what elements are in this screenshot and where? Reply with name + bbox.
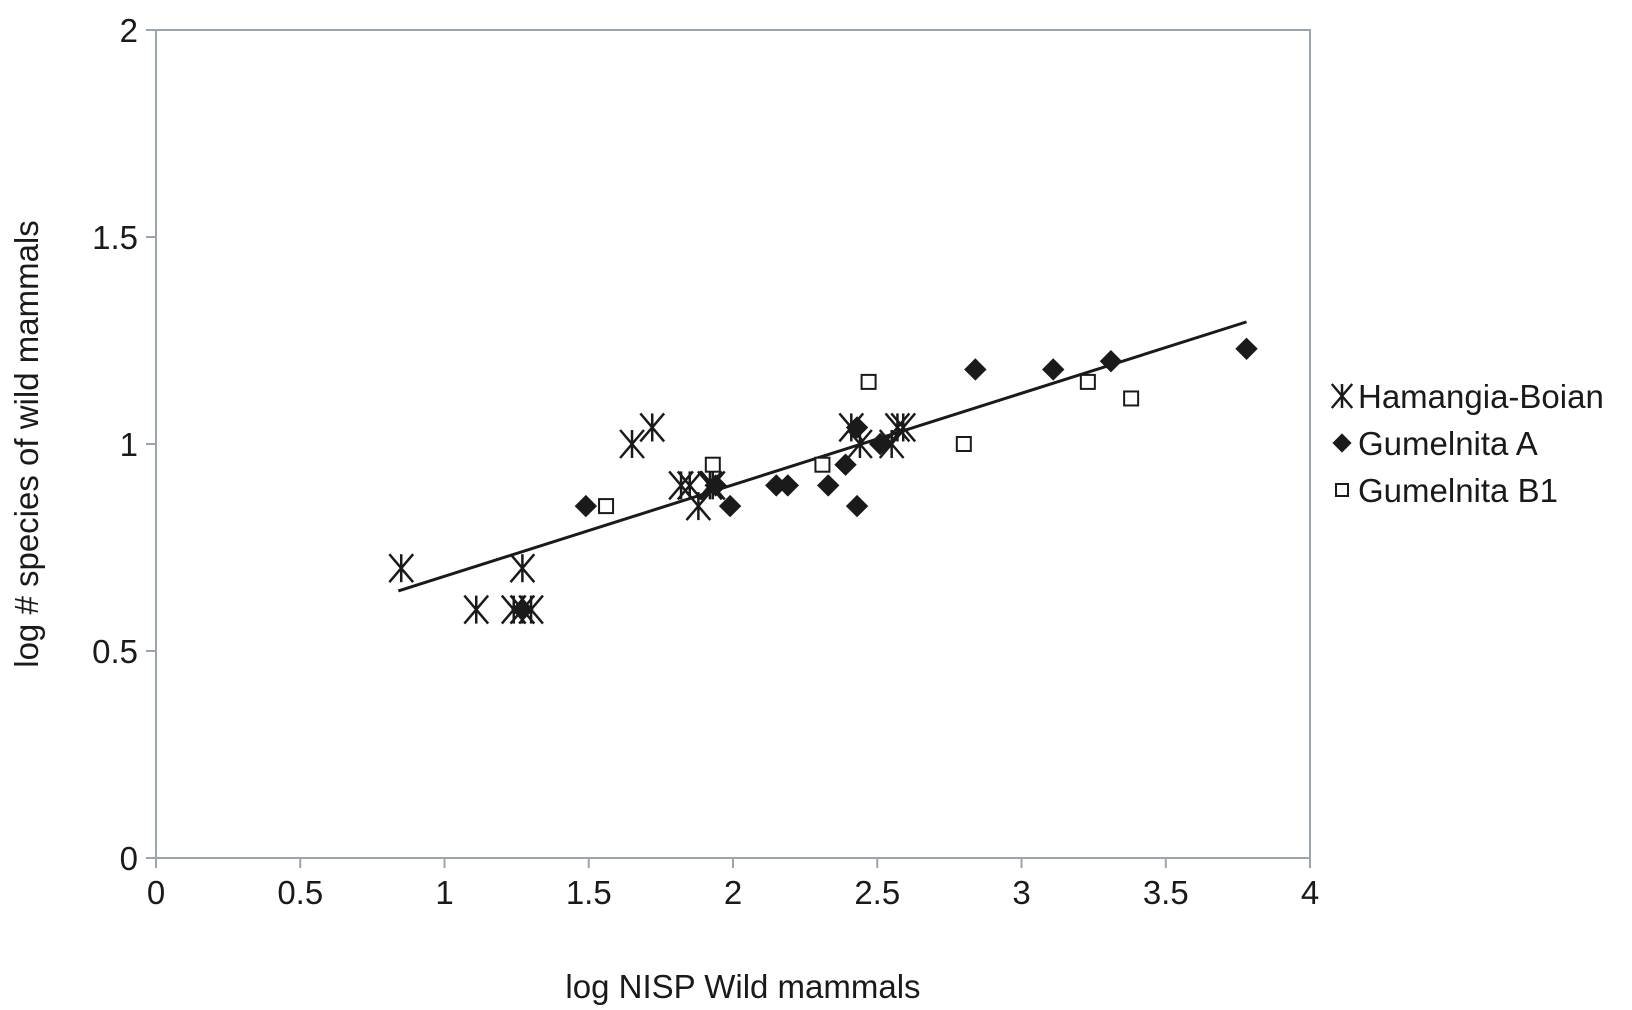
point-hamangia-boian [388, 553, 415, 584]
x-tick-label: 2.5 [854, 874, 900, 911]
data-points [388, 337, 1258, 625]
point-hamangia-boian [463, 594, 490, 625]
x-tick-label: 3.5 [1143, 874, 1189, 911]
point-gumelnita-a [964, 358, 987, 381]
x-tick-label: 0 [147, 874, 165, 911]
legend-marker-hamangia-boian [1330, 383, 1354, 409]
point-gumelnita-a [1099, 350, 1123, 373]
x-tick-label: 3 [1012, 874, 1030, 911]
x-tick-label: 0.5 [277, 874, 323, 911]
x-tick-label: 4 [1301, 874, 1319, 911]
point-gumelnita-a [845, 494, 869, 518]
point-gumelnita-b1 [598, 498, 615, 515]
point-gumelnita-a [845, 416, 869, 439]
point-hamangia-boian [884, 412, 911, 443]
legend-label-gumelnita-b1: Gumelnita B1 [1358, 472, 1558, 509]
point-gumelnita-b1 [1123, 390, 1140, 407]
point-gumelnita-a [718, 494, 742, 518]
point-gumelnita-b1 [955, 436, 972, 452]
point-gumelnita-a [868, 432, 892, 456]
y-axis-title: log # species of wild mammals [8, 220, 45, 668]
point-gumelnita-b1 [860, 373, 877, 390]
legend-marker-gumelnita-a [1332, 433, 1352, 453]
axes: 0 0.5 1 1.5 2 2.5 3 3.5 4 0 0.5 1 1.5 2 [92, 12, 1319, 911]
point-gumelnita-a [776, 474, 800, 497]
point-gumelnita-a [817, 474, 840, 497]
y-tick-label: 0.5 [92, 633, 138, 670]
y-tick-label: 1.5 [92, 219, 138, 256]
point-gumelnita-a [834, 453, 857, 476]
point-gumelnita-a [574, 494, 598, 518]
point-gumelnita-a [765, 474, 788, 497]
point-hamangia-boian [685, 491, 712, 521]
point-hamangia-boian [619, 429, 645, 459]
point-gumelnita-a [704, 474, 727, 497]
trendline-group [397, 320, 1247, 593]
legend: Hamangia-Boian Gumelnita A Gumelnita B1 [1330, 378, 1604, 509]
y-tick-label: 2 [120, 12, 138, 49]
x-axis-title: log NISP Wild mammals [565, 968, 920, 1005]
legend-label-hamangia-boian: Hamangia-Boian [1358, 378, 1604, 415]
y-tick-label: 1 [120, 426, 138, 463]
plot-area [155, 29, 1311, 859]
point-gumelnita-a [1235, 337, 1258, 360]
y-tick-label: 0 [120, 840, 138, 877]
point-gumelnita-b1 [814, 456, 831, 473]
legend-marker-gumelnita-b1 [1335, 483, 1349, 497]
x-tick-label: 2 [724, 874, 742, 911]
x-tick-label: 1.5 [566, 874, 612, 911]
point-gumelnita-b1 [704, 456, 721, 473]
legend-label-gumelnita-a: Gumelnita A [1358, 425, 1538, 462]
point-hamangia-boian [509, 553, 536, 584]
point-hamangia-boian [890, 412, 917, 443]
point-gumelnita-a [511, 598, 534, 621]
x-tick-label: 1 [435, 874, 453, 911]
point-hamangia-boian [639, 412, 666, 443]
point-gumelnita-a [1042, 358, 1065, 381]
point-gumelnita-b1 [1079, 373, 1096, 390]
trendline [397, 320, 1247, 593]
